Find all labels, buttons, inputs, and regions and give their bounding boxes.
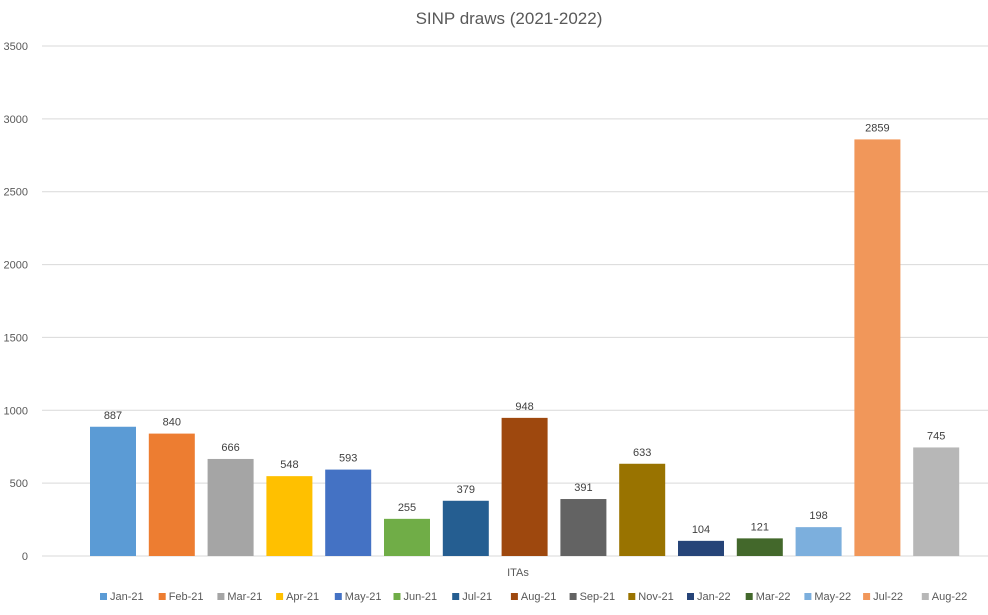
bar — [560, 499, 607, 556]
bar — [619, 463, 666, 556]
legend-item: Jun-21 — [393, 591, 438, 603]
bar — [736, 538, 783, 556]
legend-item: Jul-22 — [863, 591, 903, 603]
data-label: 2859 — [865, 122, 889, 134]
legend-item: Nov-21 — [628, 591, 674, 603]
x-axis-label: ITAs — [507, 567, 529, 579]
data-label: 104 — [692, 524, 710, 536]
bar — [442, 500, 489, 556]
legend-swatch — [217, 593, 225, 600]
data-label: 379 — [457, 484, 475, 496]
legend-label: Jun-21 — [404, 591, 438, 603]
gridlines — [42, 45, 988, 557]
data-label: 548 — [280, 459, 298, 471]
legend-swatch — [804, 593, 812, 600]
legend-item: Mar-21 — [217, 591, 262, 603]
legend-item: Feb-21 — [158, 591, 204, 603]
legend-swatch — [569, 593, 577, 600]
legend-swatch — [276, 593, 284, 600]
legend-item: Aug-21 — [510, 591, 556, 603]
y-tick-label: 3500 — [4, 41, 28, 53]
legend-item: May-21 — [334, 591, 382, 603]
legend-label: Aug-22 — [932, 591, 967, 603]
legend-swatch — [158, 593, 166, 600]
legend-label: Sep-21 — [580, 591, 615, 603]
legend-swatch — [393, 593, 401, 600]
legend-label: Mar-22 — [756, 591, 791, 603]
bar — [90, 426, 136, 556]
data-label: 745 — [927, 430, 945, 442]
legend-swatch — [745, 593, 753, 600]
legend-swatch — [687, 593, 694, 600]
legend-item: Apr-21 — [276, 591, 319, 603]
y-tick-label: 1500 — [4, 332, 28, 344]
legend-item: Jan-22 — [687, 591, 731, 603]
legend-swatch — [100, 593, 107, 600]
bar — [207, 458, 254, 556]
data-label: 633 — [633, 447, 651, 459]
bar — [913, 447, 960, 556]
bar — [384, 518, 430, 556]
y-tick-label: 3000 — [4, 114, 28, 126]
bar — [854, 139, 901, 556]
bar — [266, 476, 313, 556]
data-label: 121 — [751, 521, 769, 533]
legend-swatch — [334, 593, 342, 600]
data-label: 593 — [339, 453, 357, 465]
bar — [795, 527, 842, 556]
legend-label: Jul-22 — [873, 591, 903, 603]
legend-swatch — [628, 593, 636, 600]
data-label: 255 — [398, 502, 416, 514]
legend-swatch — [510, 593, 518, 600]
legend-item: Jan-21 — [100, 591, 144, 603]
legend-label: Aug-21 — [521, 591, 556, 603]
data-label: 948 — [515, 401, 533, 413]
bar — [501, 417, 548, 556]
legend-item: Jul-21 — [452, 591, 492, 603]
legend-label: Jul-21 — [462, 591, 492, 603]
data-label: 198 — [809, 510, 827, 522]
bars — [90, 139, 960, 556]
data-label: 666 — [221, 442, 239, 454]
legend-swatch — [921, 593, 929, 600]
data-label: 840 — [163, 417, 181, 429]
bar — [325, 469, 372, 556]
legend-label: Mar-21 — [227, 591, 262, 603]
y-tick-label: 2000 — [4, 260, 28, 272]
legend-label: Nov-21 — [638, 591, 673, 603]
legend-item: Sep-21 — [569, 591, 615, 603]
y-tick-label: 2500 — [4, 187, 28, 199]
y-axis-ticks: 0 500 1000 1500 2000 2500 3000 3500 — [4, 41, 28, 563]
legend-swatch — [863, 593, 871, 600]
legend: Jan-21 Feb-21 Mar-21 Apr-21 May-21 Jun-21 Jul-… — [100, 591, 967, 603]
legend-item: Aug-22 — [921, 591, 967, 603]
chart-title: SINP draws (2021-2022) — [416, 9, 603, 28]
legend-label: Jan-21 — [110, 591, 144, 603]
y-tick-label: 0 — [22, 551, 28, 563]
legend-label: May-21 — [345, 591, 382, 603]
y-tick-label: 500 — [10, 478, 28, 490]
legend-label: Jan-22 — [697, 591, 731, 603]
legend-label: Apr-21 — [286, 591, 319, 603]
bar — [678, 540, 724, 556]
bar — [148, 433, 195, 556]
legend-label: May-22 — [814, 591, 851, 603]
legend-label: Feb-21 — [169, 591, 204, 603]
legend-item: Mar-22 — [745, 591, 791, 603]
data-labels: 887 840 666 548 593 255 379 948 391 633 104 121 198 2… — [104, 122, 946, 535]
legend-item: May-22 — [804, 591, 851, 603]
y-tick-label: 1000 — [4, 405, 28, 417]
data-label: 887 — [104, 410, 122, 422]
legend-swatch — [452, 593, 460, 600]
data-label: 391 — [574, 482, 592, 494]
